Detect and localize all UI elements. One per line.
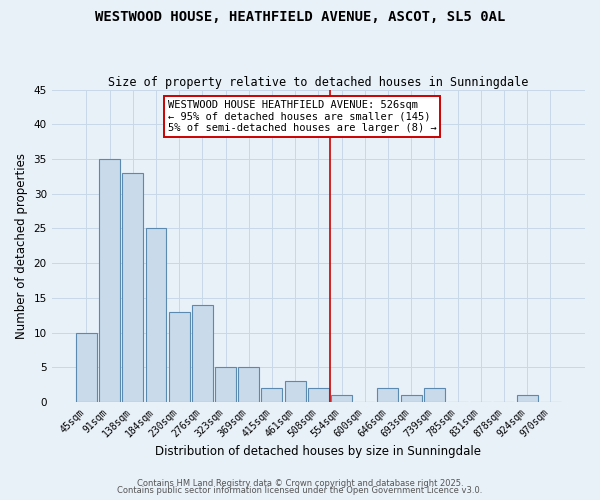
X-axis label: Distribution of detached houses by size in Sunningdale: Distribution of detached houses by size …	[155, 444, 481, 458]
Bar	[262, 388, 283, 402]
Bar	[424, 388, 445, 402]
Bar	[122, 173, 143, 402]
Text: Contains public sector information licensed under the Open Government Licence v3: Contains public sector information licen…	[118, 486, 482, 495]
Text: WESTWOOD HOUSE HEATHFIELD AVENUE: 526sqm
← 95% of detached houses are smaller (1: WESTWOOD HOUSE HEATHFIELD AVENUE: 526sqm…	[167, 100, 436, 133]
Bar	[238, 368, 259, 402]
Bar	[377, 388, 398, 402]
Bar	[331, 395, 352, 402]
Bar	[308, 388, 329, 402]
Bar	[146, 228, 166, 402]
Bar	[215, 368, 236, 402]
Title: Size of property relative to detached houses in Sunningdale: Size of property relative to detached ho…	[108, 76, 529, 90]
Bar	[192, 305, 213, 402]
Bar	[284, 381, 305, 402]
Bar	[169, 312, 190, 402]
Text: Contains HM Land Registry data © Crown copyright and database right 2025.: Contains HM Land Registry data © Crown c…	[137, 478, 463, 488]
Bar	[76, 332, 97, 402]
Bar	[517, 395, 538, 402]
Bar	[401, 395, 422, 402]
Text: WESTWOOD HOUSE, HEATHFIELD AVENUE, ASCOT, SL5 0AL: WESTWOOD HOUSE, HEATHFIELD AVENUE, ASCOT…	[95, 10, 505, 24]
Bar	[99, 159, 120, 402]
Y-axis label: Number of detached properties: Number of detached properties	[15, 153, 28, 339]
